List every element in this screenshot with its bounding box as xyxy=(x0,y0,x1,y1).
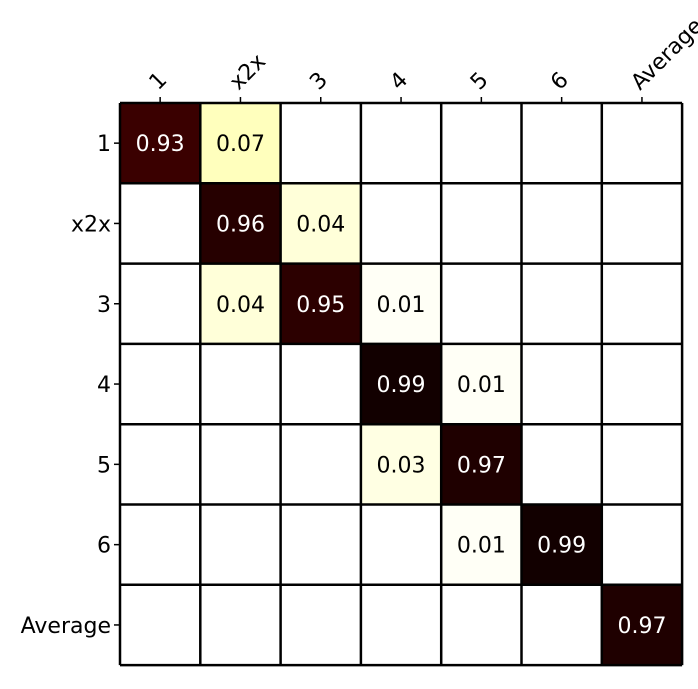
heatmap-cell-r7-c5 xyxy=(441,584,522,666)
heatmap-cell-r3-c4 xyxy=(360,263,442,344)
heatmap-cell-r4-c4 xyxy=(360,343,442,425)
cell-value-label: 0.99 xyxy=(537,534,586,559)
heatmap-cell-r5-c4 xyxy=(360,424,442,505)
y-tick-label: 6 xyxy=(97,534,111,559)
heatmap-cell-r4-c2 xyxy=(200,343,281,425)
heatmap-cell-r5-c7 xyxy=(601,424,683,505)
heatmap-cell-r3-c6 xyxy=(521,263,602,344)
cell-value-label: 0.07 xyxy=(216,132,265,157)
heatmap-cell-r4-c6 xyxy=(521,343,602,425)
heatmap-cell-r7-c4 xyxy=(360,584,442,666)
cell-value-label: 0.03 xyxy=(377,453,426,478)
x-tick-label: 4 xyxy=(386,68,414,96)
y-tick-label: 4 xyxy=(97,373,111,398)
x-tick-label: Average xyxy=(627,14,698,96)
heatmap-cell-r6-c5 xyxy=(441,504,522,585)
heatmap-cell-r6-c7 xyxy=(601,504,683,585)
cell-value-label: 0.97 xyxy=(617,614,666,639)
cell-value-label: 0.01 xyxy=(457,534,506,559)
heatmap-cell-r3-c3 xyxy=(280,263,361,344)
heatmap-cell-r5-c6 xyxy=(521,424,602,505)
cell-value-label: 0.04 xyxy=(296,212,345,237)
y-tick-label: 3 xyxy=(97,293,111,318)
heatmap-cell-r3-c5 xyxy=(441,263,522,344)
cell-value-label: 0.96 xyxy=(216,212,265,237)
y-tick-label: Average xyxy=(21,614,111,639)
heatmap-cell-r3-c7 xyxy=(601,263,683,344)
heatmap-cell-r1-c4 xyxy=(360,103,442,184)
y-tick-label: 1 xyxy=(97,132,111,157)
cell-value-label: 0.04 xyxy=(216,293,265,318)
cell-value-label: 0.93 xyxy=(136,132,185,157)
cell-value-label: 0.97 xyxy=(457,453,506,478)
heatmap-cell-r4-c7 xyxy=(601,343,683,425)
heatmap-cell-r3-c2 xyxy=(200,263,281,344)
heatmap-cell-r7-c6 xyxy=(521,584,602,666)
x-tick-label: 6 xyxy=(546,68,574,96)
heatmap-cell-r4-c5 xyxy=(441,343,522,425)
heatmap-cell-r2-c6 xyxy=(521,183,602,264)
heatmap-cell-r6-c4 xyxy=(360,504,442,585)
heatmap-cell-r6-c6 xyxy=(521,504,602,585)
heatmap-cell-r6-c3 xyxy=(280,504,361,585)
heatmap-cell-r1-c2 xyxy=(200,103,281,184)
heatmap-cell-r1-c3 xyxy=(280,103,361,184)
y-tick-label: 5 xyxy=(97,453,111,478)
cell-value-label: 0.01 xyxy=(457,373,506,398)
heatmap-cell-r7-c2 xyxy=(200,584,281,666)
heatmap-cell-r1-c5 xyxy=(441,103,522,184)
heatmap-cell-r5-c5 xyxy=(441,424,522,505)
heatmap-cell-r6-c1 xyxy=(120,504,201,585)
heatmap-cell-r1-c7 xyxy=(601,103,683,184)
x-tick-label: 3 xyxy=(305,68,333,96)
heatmap-cell-r4-c1 xyxy=(120,343,201,425)
cell-value-label: 0.95 xyxy=(296,293,345,318)
cell-value-label: 0.01 xyxy=(377,293,426,318)
heatmap-cell-r2-c1 xyxy=(120,183,201,264)
heatmap-cell-r7-c3 xyxy=(280,584,361,666)
heatmap-cell-r7-c7 xyxy=(601,584,683,666)
heatmap-cell-r5-c2 xyxy=(200,424,281,505)
heatmap-cell-r4-c3 xyxy=(280,343,361,425)
heatmap-cell-r2-c4 xyxy=(360,183,442,264)
heatmap-cell-r3-c1 xyxy=(120,263,201,344)
heatmap-cell-r2-c2 xyxy=(200,183,281,264)
heatmap-cell-r1-c1 xyxy=(120,103,201,184)
heatmap-cell-r2-c7 xyxy=(601,183,683,264)
x-tick-label: 5 xyxy=(466,68,494,96)
heatmap-cell-r1-c6 xyxy=(521,103,602,184)
y-tick-label: x2x xyxy=(71,212,111,237)
heatmap-cell-r2-c3 xyxy=(280,183,361,264)
heatmap-cell-r6-c2 xyxy=(200,504,281,585)
heatmap-cell-r7-c1 xyxy=(120,584,201,666)
cell-value-label: 0.99 xyxy=(377,373,426,398)
heatmap-cell-r2-c5 xyxy=(441,183,522,264)
x-tick-label: 1 xyxy=(145,68,173,96)
heatmap-cell-r5-c1 xyxy=(120,424,201,505)
heatmap-cell-r5-c3 xyxy=(280,424,361,505)
x-tick-label: x2x xyxy=(225,49,271,95)
